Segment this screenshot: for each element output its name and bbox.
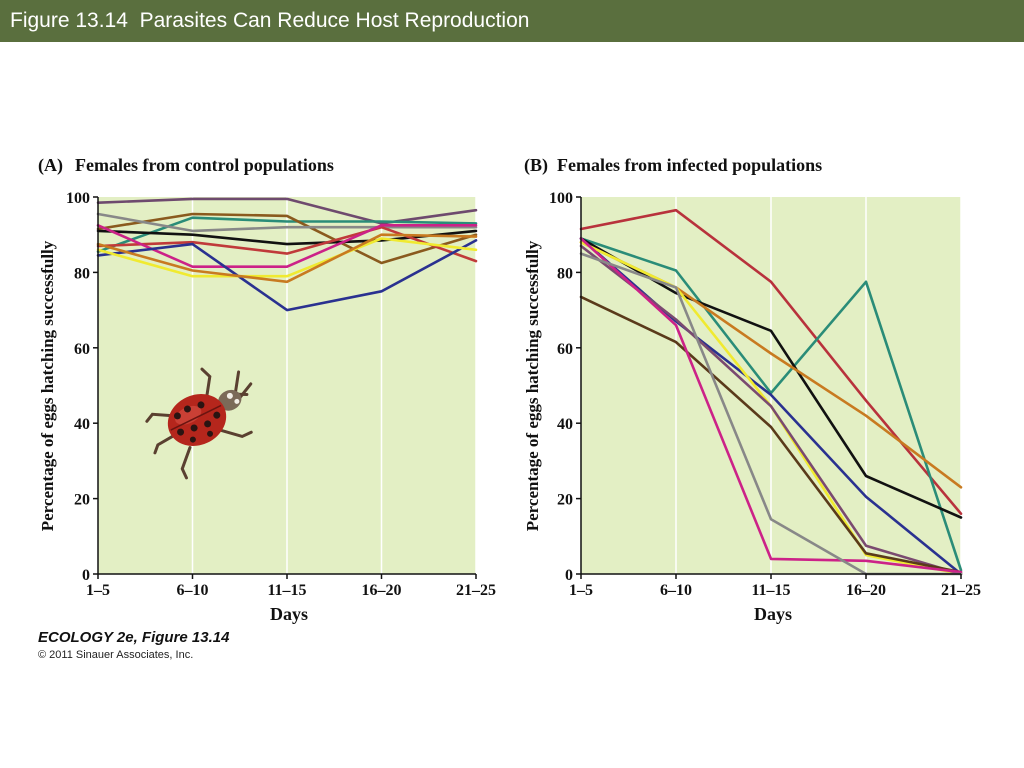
panel-a-y-tick-label: 0 xyxy=(82,567,90,584)
panel-a-y-tick-label: 40 xyxy=(74,416,90,433)
panel-a-x-tick-label: 6–10 xyxy=(177,582,209,599)
panel-a-ylabel: Percentage of eggs hatching successfully xyxy=(38,240,57,531)
panel-a-y-tick-label: 20 xyxy=(74,492,90,509)
panel-b-xlabel: Days xyxy=(754,604,792,624)
panel-b-series-line-9 xyxy=(579,237,963,574)
panel-a-series-line-7 xyxy=(96,224,478,269)
panel-a-axes: 0 20 40 60 80 100 1–5 6–10 11–15 16–20 21–25 xyxy=(66,190,496,599)
panel-b-y-tick-label: 60 xyxy=(557,341,573,358)
panel-a-title: Females from control populations xyxy=(75,155,334,175)
panel-b-axes: 0 20 40 60 80 100 1–5 6–10 11–15 16–20 21–25 xyxy=(549,190,981,599)
panel-b-y-tick-label: 0 xyxy=(565,567,573,584)
page-title: Figure 13.14 Parasites Can Reduce Host R… xyxy=(10,9,530,32)
panel-b-title: Females from infected populations xyxy=(557,155,822,175)
panel-a-x-tick-label: 11–15 xyxy=(267,582,306,599)
panel-a-series-line-2 xyxy=(96,216,478,253)
panel-b-x-tick-label: 16–20 xyxy=(846,582,886,599)
panel-a: (A) Females from control populations 0 20… xyxy=(38,155,496,624)
panel-a-x-tick-label: 16–20 xyxy=(362,582,402,599)
panel-a-y-tick-label: 60 xyxy=(74,341,90,358)
panel-a-x-tick-label: 21–25 xyxy=(456,582,496,599)
panel-a-series-line-1 xyxy=(96,197,478,225)
panel-a-series-line-8 xyxy=(96,239,478,312)
panel-b-y-tick-label: 100 xyxy=(549,190,573,207)
panel-a-x-tick-label: 1–5 xyxy=(86,582,110,599)
ladybug-icon xyxy=(145,367,253,480)
panel-a-y-tick-label: 80 xyxy=(74,265,90,282)
panel-b-label: (B) xyxy=(524,155,548,176)
copyright-caption: © 2011 Sinauer Associates, Inc. xyxy=(38,649,194,661)
header-bar: Figure 13.14 Parasites Can Reduce Host R… xyxy=(0,0,1024,42)
panel-b-x-tick-label: 11–15 xyxy=(751,582,790,599)
panel-a-series-line-3 xyxy=(96,212,478,265)
panel-b-x-tick-label: 1–5 xyxy=(569,582,593,599)
panel-b-series-line-8 xyxy=(579,295,963,574)
panel-b-y-tick-label: 20 xyxy=(557,492,573,509)
panel-b-series-line-2 xyxy=(579,237,963,572)
panel-b-y-tick-label: 40 xyxy=(557,416,573,433)
panel-a-y-tick-label: 100 xyxy=(66,190,90,207)
panel-a-series-line-10 xyxy=(96,233,478,284)
panel-a-xlabel: Days xyxy=(270,604,308,624)
book-caption: ECOLOGY 2e, Figure 13.14 xyxy=(38,629,230,646)
panel-b-x-tick-label: 6–10 xyxy=(660,582,692,599)
panel-a-lines xyxy=(96,197,478,312)
panel-b-x-tick-label: 21–25 xyxy=(941,582,981,599)
panel-a-label: (A) xyxy=(38,155,63,176)
panel-b-y-tick-label: 80 xyxy=(557,265,573,282)
panel-a-series-line-4 xyxy=(96,212,478,233)
panel-b-grid xyxy=(675,197,962,574)
panel-b-ylabel: Percentage of eggs hatching successfully xyxy=(523,240,542,531)
panel-b: (B) Females from infected populations 0 2… xyxy=(523,155,981,624)
panel-b-lines xyxy=(579,208,963,576)
panel-a-series-line-9 xyxy=(96,237,478,278)
panel-a-series-line-6 xyxy=(96,225,478,263)
